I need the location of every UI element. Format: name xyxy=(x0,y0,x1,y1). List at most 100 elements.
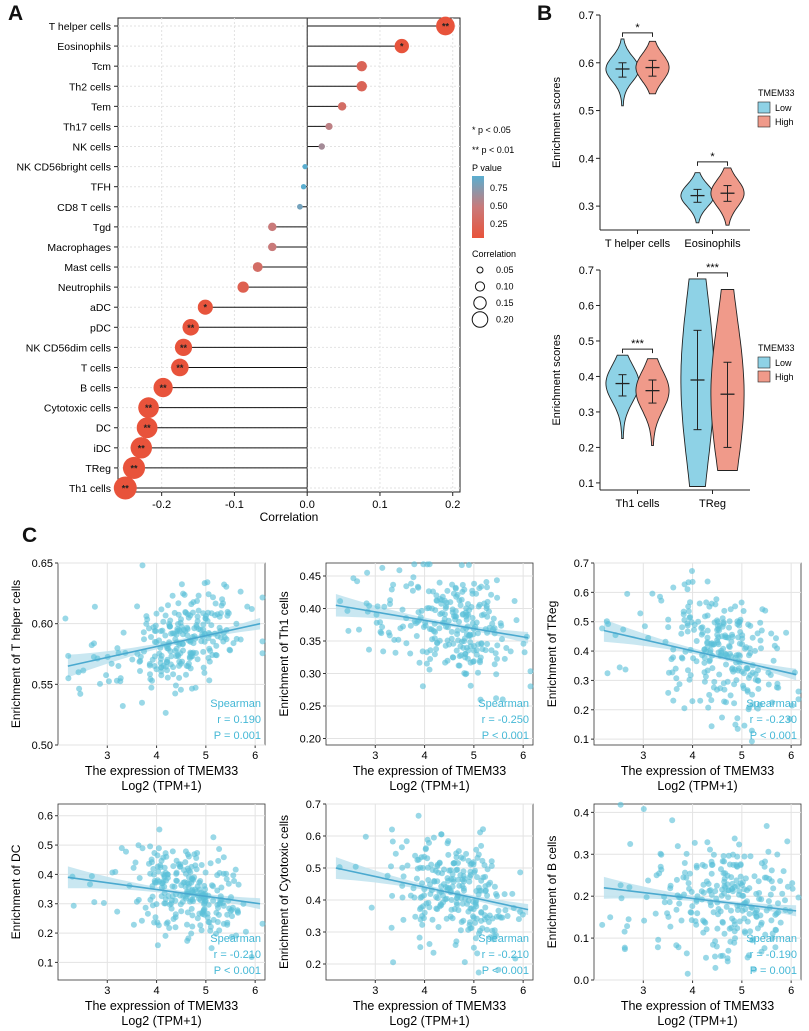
scatter-point xyxy=(226,646,233,653)
scatter-point xyxy=(715,906,722,912)
scatter-point xyxy=(248,954,255,960)
scatter-point xyxy=(478,640,485,647)
scatter-point xyxy=(679,655,686,662)
scatter-point xyxy=(426,941,433,947)
scatter-point xyxy=(670,584,677,591)
scatter-point xyxy=(429,605,435,612)
x-axis-sublabel: Log2 (TPM+1) xyxy=(121,1014,201,1028)
x-axis-sublabel: Log2 (TPM+1) xyxy=(389,779,469,793)
scatter-point xyxy=(680,874,687,881)
scatter-point xyxy=(607,914,614,921)
scatter-point xyxy=(684,628,691,635)
y-tick-label: 0.7 xyxy=(574,558,589,570)
scatter-point xyxy=(687,870,693,877)
scatter-point xyxy=(719,858,726,865)
scatter-point xyxy=(495,966,502,973)
scatter-point xyxy=(641,917,648,924)
scatter-point xyxy=(75,669,82,676)
scatter-point xyxy=(123,848,129,855)
scatter-point xyxy=(388,924,395,931)
scatter-point xyxy=(208,610,215,617)
scatter-point xyxy=(749,691,756,698)
scatter-point xyxy=(703,926,710,933)
scatter-point xyxy=(460,611,467,617)
scatter-point xyxy=(379,564,386,571)
scatter-point xyxy=(693,658,700,665)
scatter-point xyxy=(119,703,126,709)
scatter-point xyxy=(461,875,468,882)
category-label-th1-cells: Th1 cells xyxy=(615,498,660,510)
scatter-point xyxy=(158,606,165,613)
scatter-point xyxy=(493,577,500,584)
x-tick-label: -0.1 xyxy=(225,499,244,511)
scatter-point xyxy=(201,669,208,676)
regression-line xyxy=(67,876,261,905)
scatter-point xyxy=(158,652,165,659)
scatter-point xyxy=(747,853,754,860)
scatter-point xyxy=(172,924,179,931)
scatter-point xyxy=(148,856,155,863)
scatter-point xyxy=(698,625,705,631)
scatter-point xyxy=(195,592,202,599)
scatter-point xyxy=(172,914,179,921)
scatter-point xyxy=(185,663,192,670)
scatter-point xyxy=(706,691,713,698)
scatter-point xyxy=(91,899,98,906)
scatter-point xyxy=(726,643,732,650)
scatter-point xyxy=(665,689,672,696)
scatter-point xyxy=(712,964,719,971)
scatter-point xyxy=(678,917,685,924)
scatter-point xyxy=(200,626,207,633)
scatter-point xyxy=(732,935,738,942)
x-tick-label: 0.0 xyxy=(300,499,315,511)
scatter-point xyxy=(771,642,778,649)
scatter-point xyxy=(153,879,160,886)
scatter-point xyxy=(399,882,406,889)
scatter-point xyxy=(244,603,251,610)
scatter-point xyxy=(696,600,703,607)
scatter-point xyxy=(599,921,606,928)
scatter-point xyxy=(707,887,714,894)
scatter-point xyxy=(205,901,212,908)
scatter-point xyxy=(188,905,195,912)
significance-bracket xyxy=(697,161,728,166)
y-tick-label: 0.3 xyxy=(579,407,594,419)
stats-method: Spearman xyxy=(478,933,529,945)
scatter-point xyxy=(165,602,171,609)
scatter-point xyxy=(747,650,754,657)
scatter-point xyxy=(259,638,266,645)
scatter-point xyxy=(513,617,520,624)
y-tick-label: 0.5 xyxy=(574,617,589,629)
scatter-point xyxy=(403,838,410,845)
scatter-point xyxy=(410,574,417,581)
scatter-point xyxy=(624,923,631,930)
scatter-point xyxy=(168,653,175,660)
scatter-point xyxy=(194,598,200,604)
scatter-point xyxy=(772,911,779,918)
x-tick-label: 4 xyxy=(154,985,160,997)
scatter-point xyxy=(158,668,165,675)
scatter-point xyxy=(767,891,774,898)
scatter-point xyxy=(220,600,226,607)
category-label-treg: TReg xyxy=(85,463,111,475)
y-tick-label: 0.3 xyxy=(574,849,589,861)
scatter-point xyxy=(444,624,451,631)
scatter-point xyxy=(364,569,371,576)
scatter-point xyxy=(742,929,749,936)
scatter-point xyxy=(62,615,69,622)
scatter-point xyxy=(421,853,428,860)
legend-sig-05: * p < 0.05 xyxy=(472,125,511,135)
scatter-point xyxy=(768,630,775,637)
lollipop-point-treg xyxy=(122,456,146,479)
scatter-point xyxy=(403,640,410,647)
scatter-point xyxy=(711,678,718,685)
scatter-point xyxy=(755,677,762,684)
scatter-point xyxy=(171,609,178,616)
scatter-point xyxy=(789,885,796,892)
scatter-point xyxy=(655,936,662,943)
scatter-point xyxy=(194,613,201,620)
scatter-point xyxy=(453,613,460,620)
scatter-point xyxy=(409,587,416,594)
category-label-th2-cells: Th2 cells xyxy=(69,81,111,93)
scatter-point xyxy=(748,738,755,745)
